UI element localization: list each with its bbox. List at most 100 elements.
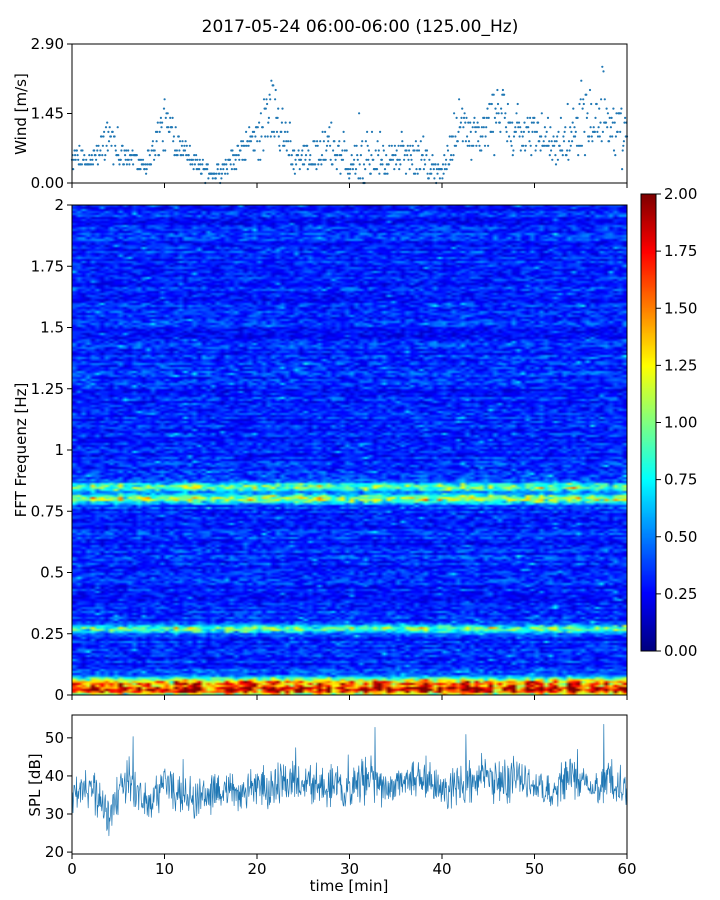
wind-point <box>480 126 483 129</box>
wind-point <box>430 172 433 175</box>
wind-point <box>172 135 175 138</box>
wind-point <box>577 154 580 157</box>
wind-point <box>220 172 224 175</box>
wind-point <box>232 163 235 166</box>
wind-point <box>224 158 227 161</box>
wind-point <box>601 130 605 133</box>
wind-point <box>91 158 94 161</box>
wind-point <box>535 144 538 147</box>
wind-point <box>270 130 274 133</box>
wind-point <box>157 154 161 157</box>
wind-point <box>426 172 429 175</box>
wind-point <box>427 177 430 180</box>
wind-point <box>343 140 346 143</box>
wind-point <box>207 177 210 180</box>
wind-point <box>356 154 359 157</box>
wind-point <box>332 149 335 152</box>
wind-point <box>175 149 178 152</box>
spectrogram-ytick-label: 0 <box>54 686 64 704</box>
colorbar-tick-label: 1.25 <box>664 356 697 374</box>
wind-point <box>501 88 504 92</box>
wind-point <box>619 130 622 133</box>
wind-point <box>145 168 148 171</box>
wind-point <box>322 140 325 143</box>
wind-point <box>623 121 626 124</box>
wind-point <box>409 154 412 157</box>
wind-point <box>604 121 608 124</box>
wind-point <box>225 168 229 171</box>
wind-point <box>491 130 495 133</box>
wind-point <box>241 140 245 143</box>
colorbar-tick-label: 0.75 <box>664 471 697 489</box>
wind-point <box>474 126 477 129</box>
wind-point <box>167 126 170 129</box>
wind-point <box>488 102 491 106</box>
wind-point <box>609 126 613 129</box>
wind-point <box>576 116 579 119</box>
wind-point <box>72 158 75 161</box>
wind-point <box>206 168 209 171</box>
wind-point <box>195 154 198 157</box>
wind-point <box>200 172 203 175</box>
wind-point <box>144 163 147 166</box>
wind-point <box>517 126 520 129</box>
wind-point <box>530 154 533 157</box>
wind-point <box>434 163 437 166</box>
wind-axes-frame <box>71 43 628 184</box>
wind-point <box>269 135 272 138</box>
wind-point <box>612 149 616 152</box>
wind-point <box>455 116 458 119</box>
spl-panel: 20 30 40 50 0 10 20 30 40 50 60 SPL [dB] time [mi… <box>26 714 637 895</box>
wind-point <box>527 130 530 133</box>
wind-point <box>161 140 164 143</box>
spl-xticks: 0 10 20 30 40 50 60 <box>67 854 637 878</box>
wind-point <box>469 130 472 133</box>
wind-point <box>615 112 618 115</box>
colorbar-tick-label: 2.00 <box>664 185 697 203</box>
wind-point <box>461 107 464 110</box>
wind-point <box>272 84 275 87</box>
wind-point <box>198 158 201 161</box>
wind-point <box>377 154 380 157</box>
wind-point <box>164 149 167 152</box>
wind-point <box>545 130 548 133</box>
wind-point <box>285 140 288 143</box>
colorbar-gradient <box>641 194 656 651</box>
wind-point <box>267 121 270 124</box>
wind-point <box>614 154 617 157</box>
wind-point <box>114 149 117 152</box>
spectrogram-ytick-label: 1.5 <box>40 319 64 337</box>
wind-point <box>379 130 382 133</box>
wind-point <box>256 126 259 129</box>
wind-point <box>472 144 475 147</box>
wind-point <box>283 130 287 133</box>
wind-point <box>534 149 537 152</box>
wind-point <box>325 149 328 152</box>
wind-point <box>475 144 478 147</box>
wind-point <box>544 135 547 138</box>
wind-point <box>283 144 286 147</box>
spl-series-line <box>71 723 628 837</box>
wind-point <box>548 154 551 157</box>
wind-point <box>521 135 524 138</box>
wind-point <box>313 140 316 143</box>
wind-point <box>589 126 592 129</box>
wind-point <box>462 126 465 129</box>
wind-point <box>593 130 597 133</box>
wind-point <box>109 135 112 138</box>
wind-point <box>111 130 114 133</box>
wind-point <box>579 98 582 101</box>
wind-point <box>509 140 512 143</box>
wind-point <box>174 126 177 129</box>
wind-point <box>72 168 75 171</box>
wind-point <box>558 144 561 147</box>
wind-point <box>259 158 262 161</box>
wind-point <box>297 149 300 152</box>
wind-point <box>622 144 625 147</box>
wind-point <box>299 158 303 161</box>
wind-point <box>149 163 153 166</box>
wind-point <box>568 149 571 152</box>
wind-point <box>467 140 471 143</box>
wind-point <box>320 163 323 166</box>
wind-point <box>347 168 350 171</box>
